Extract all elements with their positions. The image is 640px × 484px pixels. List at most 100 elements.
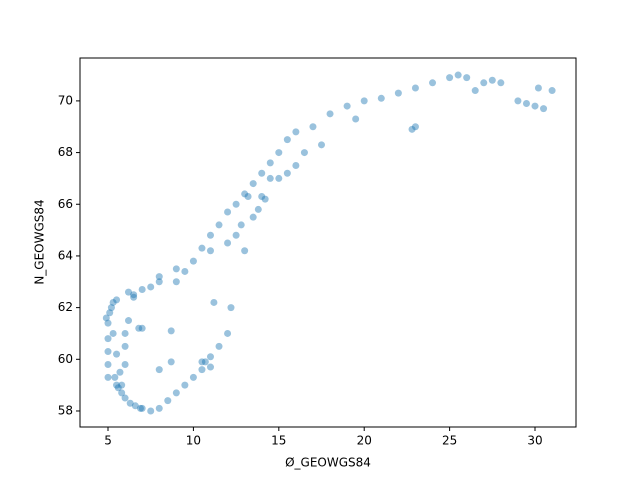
point xyxy=(113,296,121,304)
point xyxy=(113,381,121,389)
point xyxy=(116,368,124,376)
point xyxy=(237,221,245,229)
point xyxy=(244,193,252,201)
point xyxy=(318,141,326,149)
point xyxy=(292,161,300,169)
points xyxy=(102,71,556,415)
point xyxy=(266,174,274,182)
point xyxy=(258,193,266,201)
point xyxy=(210,298,218,306)
point xyxy=(206,247,214,255)
point xyxy=(343,102,351,110)
point xyxy=(429,79,437,87)
point xyxy=(201,358,209,366)
point xyxy=(408,125,416,133)
point xyxy=(206,353,214,361)
point xyxy=(241,190,249,198)
point xyxy=(118,389,126,397)
x-tick-label: 25 xyxy=(442,434,457,448)
point xyxy=(224,329,232,337)
point xyxy=(241,247,249,255)
point xyxy=(104,373,112,381)
point xyxy=(488,76,496,84)
point xyxy=(172,265,180,273)
x-tick-label: 30 xyxy=(527,434,542,448)
point xyxy=(446,74,454,82)
point xyxy=(411,84,419,92)
point xyxy=(126,399,134,407)
point xyxy=(215,221,223,229)
y-axis-label: N_GEOWGS84 xyxy=(33,199,47,284)
point xyxy=(224,239,232,247)
point xyxy=(275,149,283,157)
point xyxy=(181,267,189,275)
point xyxy=(198,366,206,374)
point xyxy=(181,381,189,389)
point xyxy=(155,278,163,286)
x-tick-label: 5 xyxy=(104,434,112,448)
point xyxy=(109,298,117,306)
point xyxy=(531,102,539,110)
point xyxy=(326,110,334,118)
point xyxy=(224,208,232,216)
y-tick-label: 58 xyxy=(58,403,73,417)
point xyxy=(121,342,129,350)
point xyxy=(540,105,548,113)
y-tick-label: 68 xyxy=(58,145,73,159)
point xyxy=(131,402,139,410)
point xyxy=(118,381,126,389)
point xyxy=(121,394,129,402)
point xyxy=(121,329,129,337)
y-tick-label: 60 xyxy=(58,352,73,366)
point xyxy=(232,231,240,239)
point xyxy=(300,149,308,157)
point xyxy=(471,87,479,95)
x-axis-label: Ø_GEOWGS84 xyxy=(285,456,371,470)
plot-area xyxy=(80,58,576,427)
point xyxy=(121,360,129,368)
point xyxy=(104,348,112,356)
y-tick-label: 70 xyxy=(58,93,73,107)
point xyxy=(109,329,117,337)
point xyxy=(172,389,180,397)
point xyxy=(215,342,223,350)
point xyxy=(136,404,144,412)
point xyxy=(261,195,269,203)
point xyxy=(198,244,206,252)
y-tick-label: 62 xyxy=(58,300,73,314)
point xyxy=(189,257,197,265)
point xyxy=(266,159,274,167)
point xyxy=(113,350,121,358)
point xyxy=(138,404,146,412)
point xyxy=(155,273,163,281)
point xyxy=(125,288,133,296)
point xyxy=(155,366,163,374)
point xyxy=(454,71,462,79)
x-tick-label: 15 xyxy=(271,434,286,448)
point xyxy=(198,358,206,366)
point xyxy=(232,200,240,208)
point xyxy=(283,169,291,177)
point xyxy=(309,123,317,131)
point xyxy=(135,324,143,332)
y-tick-label: 64 xyxy=(58,248,73,262)
point xyxy=(394,89,402,97)
point xyxy=(360,97,368,105)
point xyxy=(107,304,115,312)
point xyxy=(249,180,257,188)
x-tick-label: 20 xyxy=(357,434,372,448)
point xyxy=(352,115,360,123)
point xyxy=(147,283,155,291)
point xyxy=(147,407,155,415)
point xyxy=(167,358,175,366)
point xyxy=(114,384,122,392)
point xyxy=(292,128,300,136)
point xyxy=(497,79,505,87)
point xyxy=(138,324,146,332)
point xyxy=(227,304,235,312)
point xyxy=(249,213,257,221)
point xyxy=(534,84,542,92)
point xyxy=(206,363,214,371)
point xyxy=(106,309,114,317)
